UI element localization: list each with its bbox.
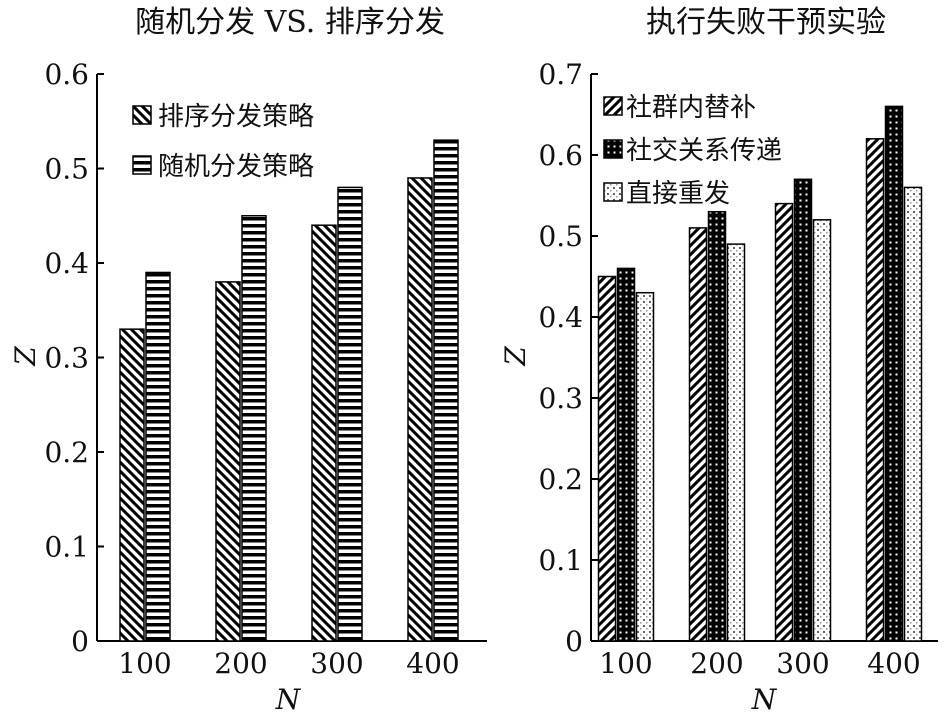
ytick-label: 0.4 <box>44 247 89 280</box>
bar-1-s2-100 <box>635 291 655 642</box>
bar-0-s0-200 <box>215 281 241 642</box>
chart-left-xlabel: N <box>275 683 302 716</box>
ytick-label: 0.5 <box>538 220 583 253</box>
legend-swatch-sort <box>132 105 152 125</box>
ytick-label: 0.1 <box>44 531 89 564</box>
legend-label-sort: 排序分发策略 <box>158 102 314 132</box>
ytick-label: 0 <box>565 625 583 658</box>
legend-label-community: 社群内替补 <box>626 93 756 123</box>
legend-swatch-community <box>603 96 623 116</box>
bar-1-s0-200 <box>688 227 708 642</box>
bar-0-s1-200 <box>241 215 267 642</box>
chart-right: 执行失败干预实验 0 0.1 0.2 0.3 0.4 0.5 0.6 0.7 100 200 30… <box>499 5 938 716</box>
bar-1-s1-200 <box>707 210 727 642</box>
chart-left-legend: 排序分发策略 随机分发策略 <box>132 102 314 182</box>
bar-1-s2-300 <box>812 219 832 642</box>
chart-left: 随机分发 VS. 排序分发 0 0.1 0.2 0.3 0.4 0.5 0.6 100 200… <box>9 5 487 716</box>
chart-left-yticks: 0 0.1 0.2 0.3 0.4 0.5 0.6 <box>44 58 104 658</box>
bar-0-s1-400 <box>433 139 459 642</box>
ytick-label: 0.3 <box>44 342 89 375</box>
bar-0-s0-100 <box>119 328 145 642</box>
ytick-label: 0.6 <box>44 58 89 91</box>
ytick-label: 0.1 <box>538 544 583 577</box>
chart-right-ylabel: Z <box>499 346 532 367</box>
ytick-label: 0.3 <box>538 382 583 415</box>
chart-right-bars <box>597 105 923 642</box>
xtick-label: 200 <box>214 647 267 680</box>
bar-1-s2-200 <box>726 243 746 642</box>
legend-swatch-social <box>603 139 623 159</box>
bar-0-s1-300 <box>337 186 363 642</box>
bar-1-s1-300 <box>793 178 813 642</box>
bar-1-s0-300 <box>774 202 794 642</box>
bar-0-s0-300 <box>311 224 337 642</box>
bar-0-s0-400 <box>407 177 433 642</box>
legend-swatch-resend <box>603 182 623 202</box>
chart-left-title: 随机分发 VS. 排序分发 <box>135 5 445 40</box>
ytick-label: 0.4 <box>538 301 583 334</box>
bar-1-s0-100 <box>597 275 617 642</box>
ytick-label: 0.5 <box>44 153 89 186</box>
chart-right-legend: 社群内替补 社交关系传递 直接重发 <box>603 93 782 209</box>
bar-1-s1-400 <box>884 105 904 642</box>
ytick-label: 0 <box>71 625 89 658</box>
bar-1-s1-100 <box>616 267 636 642</box>
chart-right-xticks: 100 200 300 400 <box>599 647 920 680</box>
chart-left-ylabel: Z <box>9 346 42 367</box>
chart-left-bars <box>119 139 459 642</box>
bar-1-s2-400 <box>903 186 923 642</box>
ytick-label: 0.2 <box>44 436 89 469</box>
bar-0-s1-100 <box>145 271 171 642</box>
xtick-label: 100 <box>599 647 652 680</box>
chart-right-yticks: 0 0.1 0.2 0.3 0.4 0.5 0.6 0.7 <box>538 58 598 658</box>
chart-right-title: 执行失败干预实验 <box>646 5 886 40</box>
ytick-label: 0.6 <box>538 139 583 172</box>
xtick-label: 200 <box>690 647 743 680</box>
xtick-label: 100 <box>118 647 171 680</box>
xtick-label: 400 <box>406 647 459 680</box>
legend-label-social: 社交关系传递 <box>626 136 782 166</box>
legend-swatch-random <box>132 155 152 175</box>
ytick-label: 0.2 <box>538 463 583 496</box>
xtick-label: 300 <box>776 647 829 680</box>
legend-label-resend: 直接重发 <box>626 179 730 209</box>
chart-left-xticks: 100 200 300 400 <box>118 647 459 680</box>
xtick-label: 400 <box>867 647 920 680</box>
legend-label-random: 随机分发策略 <box>158 152 314 182</box>
ytick-label: 0.7 <box>538 58 583 91</box>
chart-right-xlabel: N <box>751 683 778 716</box>
xtick-label: 300 <box>310 647 363 680</box>
bar-1-s0-400 <box>865 138 885 642</box>
